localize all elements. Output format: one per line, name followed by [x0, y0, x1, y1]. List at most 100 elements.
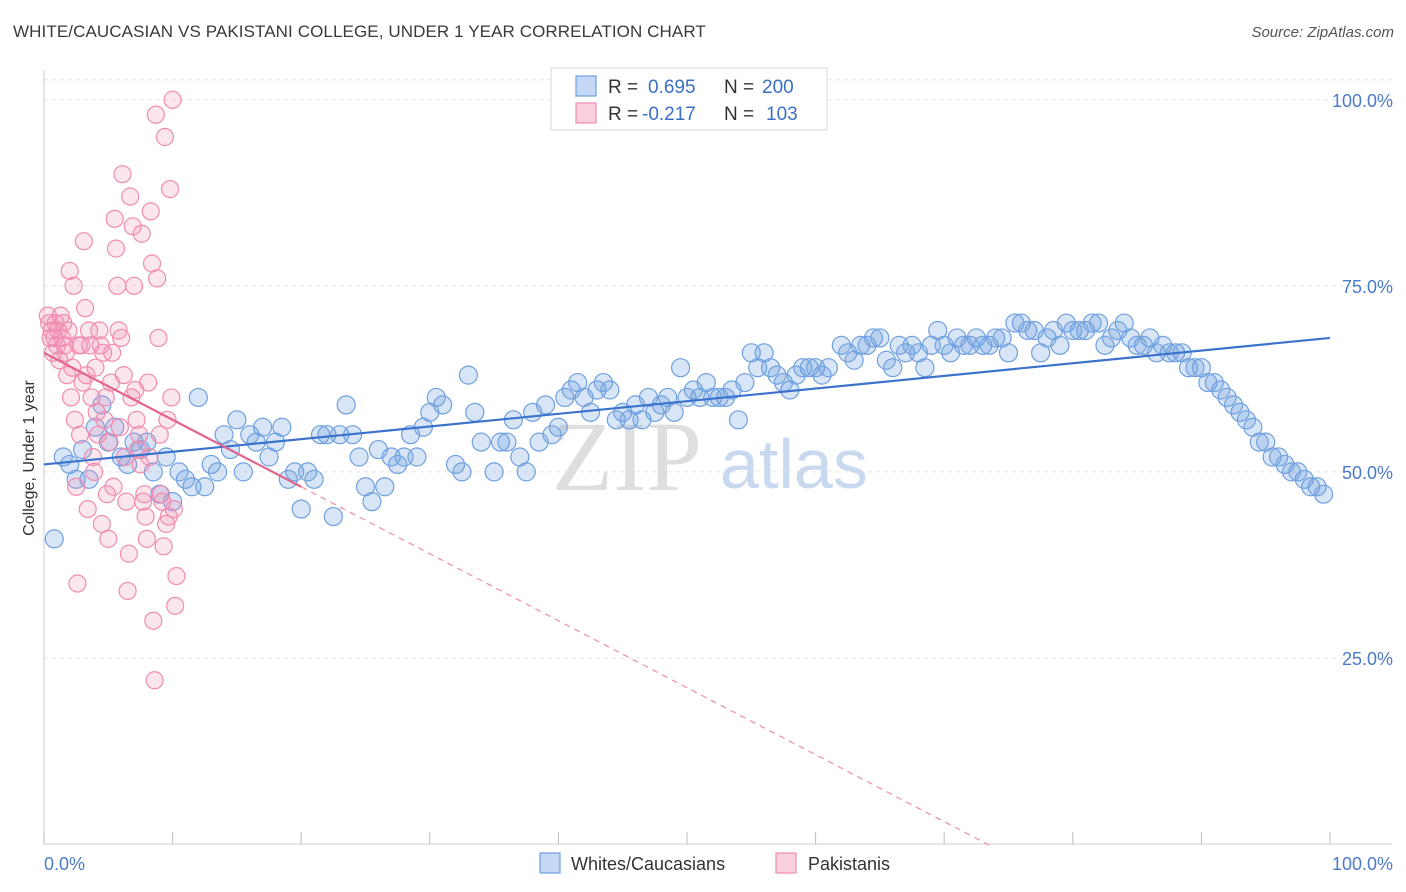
whites-point — [1268, 447, 1289, 467]
whites-point — [72, 439, 93, 460]
whites-point — [291, 499, 311, 519]
bottom-legend-swatch-whites — [539, 852, 561, 874]
whites-point — [1095, 335, 1115, 355]
pakistanis-point — [105, 209, 124, 228]
pakistanis-point — [145, 671, 164, 690]
whites-point — [1307, 477, 1327, 497]
pakistanis-point — [146, 105, 165, 124]
whites-point — [490, 432, 511, 452]
pakistanis-point — [151, 485, 171, 504]
whites-point — [304, 469, 324, 489]
whites-point — [375, 477, 395, 497]
watermark: ZIP atlas — [552, 401, 868, 512]
pakistanis-point — [154, 537, 173, 556]
pakistanis-point — [110, 418, 129, 437]
pakistanis-point — [99, 529, 118, 548]
pakistanis-point — [59, 321, 78, 340]
whites-point — [883, 358, 903, 378]
pakistanis-point — [61, 388, 81, 407]
pakistanis-points — [38, 90, 186, 690]
pakistanis-point — [97, 485, 117, 504]
whites-point — [812, 365, 832, 385]
pakistanis-point — [139, 373, 158, 392]
whites-point — [497, 432, 517, 452]
whites-point — [85, 417, 106, 437]
whites-point — [445, 454, 466, 475]
pakistanis-point — [51, 306, 70, 325]
chart-title: WHITE/CAUCASIAN VS PAKISTANI COLLEGE, UN… — [13, 22, 706, 41]
pakistanis-point — [150, 425, 169, 444]
y-tick-label-25: 25.0% — [1342, 649, 1393, 669]
whites-point — [1313, 484, 1334, 504]
pakistanis-point — [113, 165, 132, 184]
legend-n-value-whites: 200 — [762, 77, 794, 98]
pakistanis-point — [133, 492, 153, 511]
whites-point — [998, 343, 1019, 363]
pakistanis-point — [141, 202, 160, 221]
pakistanis-point — [103, 343, 122, 362]
whites-point — [600, 380, 620, 400]
whites-point — [986, 328, 1006, 348]
y-axis-label: College, Under 1 year — [21, 380, 38, 536]
watermark-atlas: atlas — [720, 425, 868, 503]
whites-point — [1223, 395, 1244, 415]
pakistanis-point — [60, 261, 79, 281]
whites-point — [1230, 402, 1250, 422]
whites-point — [516, 462, 536, 482]
pakistanis-point — [132, 224, 151, 243]
watermark-zip: ZIP — [552, 401, 702, 512]
pakistanis-point — [104, 477, 123, 496]
whites-point — [664, 402, 684, 422]
pakistanis-point — [140, 447, 159, 467]
whites-point — [915, 358, 935, 378]
whites-point — [1101, 328, 1121, 348]
whites-point — [1249, 432, 1269, 452]
whites-point — [902, 335, 922, 355]
whites-trend-line — [43, 336, 1331, 466]
legend-swatch-whites — [575, 75, 597, 97]
whites-point — [105, 417, 125, 437]
whites-point — [760, 358, 781, 378]
pakistanis-point — [74, 232, 93, 251]
whites-point — [349, 447, 369, 467]
whites-point — [1050, 335, 1070, 355]
pakistanis-point — [127, 410, 146, 429]
bottom-legend-label-pakistanis: Pakistanis — [808, 854, 890, 874]
whites-point — [767, 365, 787, 385]
whites-point — [233, 462, 253, 482]
whites-point — [195, 477, 215, 497]
whites-point — [670, 358, 691, 378]
pakistanis-point — [166, 596, 185, 615]
pakistanis-point — [119, 544, 138, 563]
whites-point — [870, 328, 890, 348]
whites-point — [1204, 372, 1224, 393]
whites-point — [1018, 320, 1038, 341]
whites-point — [44, 529, 64, 549]
pakistanis-point — [163, 90, 182, 109]
whites-point — [548, 417, 569, 437]
whites-point — [426, 387, 446, 408]
stats-legend: R = 0.695 N = 200 R = -0.217 N = 103 — [550, 67, 828, 131]
legend-n-label-pakistanis: N = — [724, 104, 754, 125]
pakistanis-point — [109, 321, 128, 340]
whites-point — [1236, 410, 1257, 430]
whites-point — [535, 395, 556, 415]
whites-point — [735, 372, 755, 393]
y-tick-labels: 100.0% 75.0% 50.0% 25.0% — [1332, 91, 1393, 669]
pakistanis-point — [100, 433, 119, 452]
whites-point — [298, 462, 318, 482]
pakistanis-point — [160, 179, 180, 199]
series-legend: Whites/Caucasians Pakistanis — [539, 852, 890, 874]
whites-point — [169, 462, 189, 482]
pakistanis-point — [162, 388, 181, 407]
pakistanis-point — [121, 187, 140, 206]
pakistanis-point — [118, 581, 137, 601]
pakistanis-point — [108, 276, 127, 295]
pakistanis-point — [130, 425, 149, 444]
pakistanis-point — [90, 321, 109, 340]
pakistanis-point — [78, 499, 97, 519]
pakistanis-point — [144, 611, 163, 630]
whites-point — [433, 395, 453, 415]
legend-r-label-pakistanis: R = — [608, 104, 638, 125]
legend-n-value-pakistanis: 103 — [766, 104, 798, 125]
